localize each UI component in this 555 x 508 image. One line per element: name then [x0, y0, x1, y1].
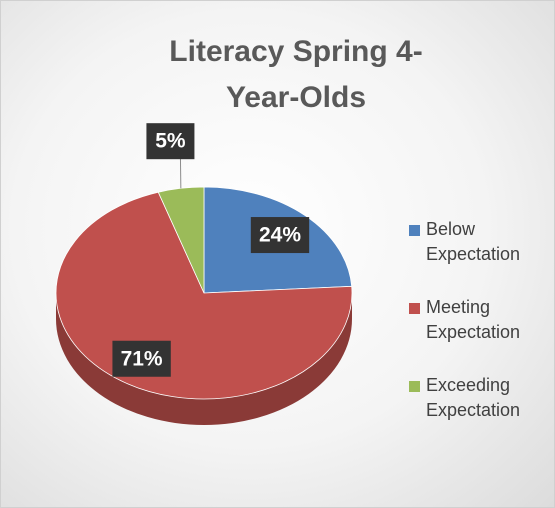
data-label-box	[250, 217, 310, 254]
data-label-text: 71%	[121, 347, 163, 370]
data-label: 5%	[146, 123, 195, 189]
data-label: 71%	[112, 340, 171, 377]
pie-side	[56, 293, 352, 425]
chart-title: Literacy Spring 4-Year-Olds	[169, 35, 423, 114]
legend-swatch	[409, 303, 420, 314]
data-label-text: 5%	[155, 130, 186, 153]
legend-label: Meeting Expectation	[426, 297, 521, 342]
pie-slice	[157, 186, 205, 294]
legend-swatch	[409, 225, 420, 236]
data-label-box	[112, 340, 171, 377]
data-label: 24%	[250, 217, 310, 254]
legend-label: Below Expectation	[426, 219, 521, 264]
data-label-text: 24%	[259, 224, 301, 247]
data-label-box	[146, 123, 195, 160]
legend-swatch	[409, 381, 420, 392]
legend-label: Exceeding Expectation	[426, 375, 521, 420]
